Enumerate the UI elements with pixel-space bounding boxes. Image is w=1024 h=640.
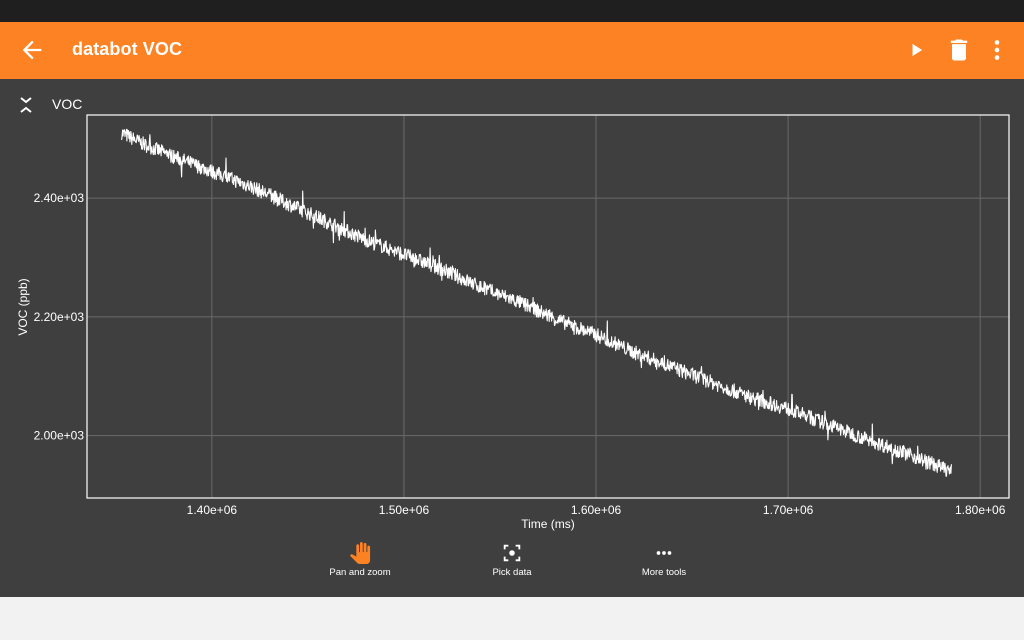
x-tick-label: 1.60e+06 (571, 503, 622, 517)
voc-chart[interactable]: 1.40e+06 1.50e+06 1.60e+06 1.70e+06 1.80e+06… (0, 79, 1024, 539)
chart-card: 1.40e+06 1.50e+06 1.60e+06 1.70e+06 1.80e+06… (0, 79, 1024, 597)
more-tools-button[interactable]: More tools (614, 537, 714, 587)
crosshair-target-icon (503, 544, 521, 562)
back-arrow-icon[interactable] (18, 36, 46, 64)
play-icon[interactable] (902, 36, 930, 64)
y-tick-labels: 2.00e+03 2.20e+03 2.40e+03 (34, 191, 85, 443)
pick-data-button[interactable]: Pick data (462, 537, 562, 587)
app-bar: databot VOC (0, 22, 1024, 79)
trash-icon[interactable] (945, 36, 973, 64)
x-tick-label: 1.50e+06 (379, 503, 430, 517)
x-tick-labels: 1.40e+06 1.50e+06 1.60e+06 1.70e+06 1.80e+06 (187, 503, 1006, 517)
series-line (121, 128, 952, 477)
y-tick-label: 2.40e+03 (34, 191, 85, 205)
hand-icon (349, 542, 371, 564)
collapse-chevrons-icon[interactable] (18, 96, 34, 114)
pick-data-label: Pick data (492, 567, 532, 578)
tool-bar: Pan and zoom Pick data More tools (0, 537, 1024, 597)
more-tools-label: More tools (641, 567, 687, 578)
y-tick-label: 2.00e+03 (34, 429, 85, 443)
x-axis-label: Time (ms) (521, 517, 575, 531)
x-tick-label: 1.80e+06 (955, 503, 1006, 517)
more-vert-icon[interactable] (983, 36, 1011, 64)
y-axis-label: VOC (ppb) (16, 278, 30, 335)
page-title: databot VOC (72, 39, 183, 59)
x-tick-label: 1.40e+06 (187, 503, 238, 517)
more-horiz-icon (656, 551, 672, 555)
pan-and-zoom-label: Pan and zoom (329, 567, 391, 578)
x-tick-label: 1.70e+06 (763, 503, 814, 517)
card-title: VOC (52, 96, 83, 112)
bottom-area (0, 597, 1024, 640)
pan-and-zoom-button[interactable]: Pan and zoom (310, 537, 410, 587)
plot-frame (86, 114, 1010, 499)
y-tick-label: 2.20e+03 (34, 310, 85, 324)
status-bar (0, 0, 1024, 22)
